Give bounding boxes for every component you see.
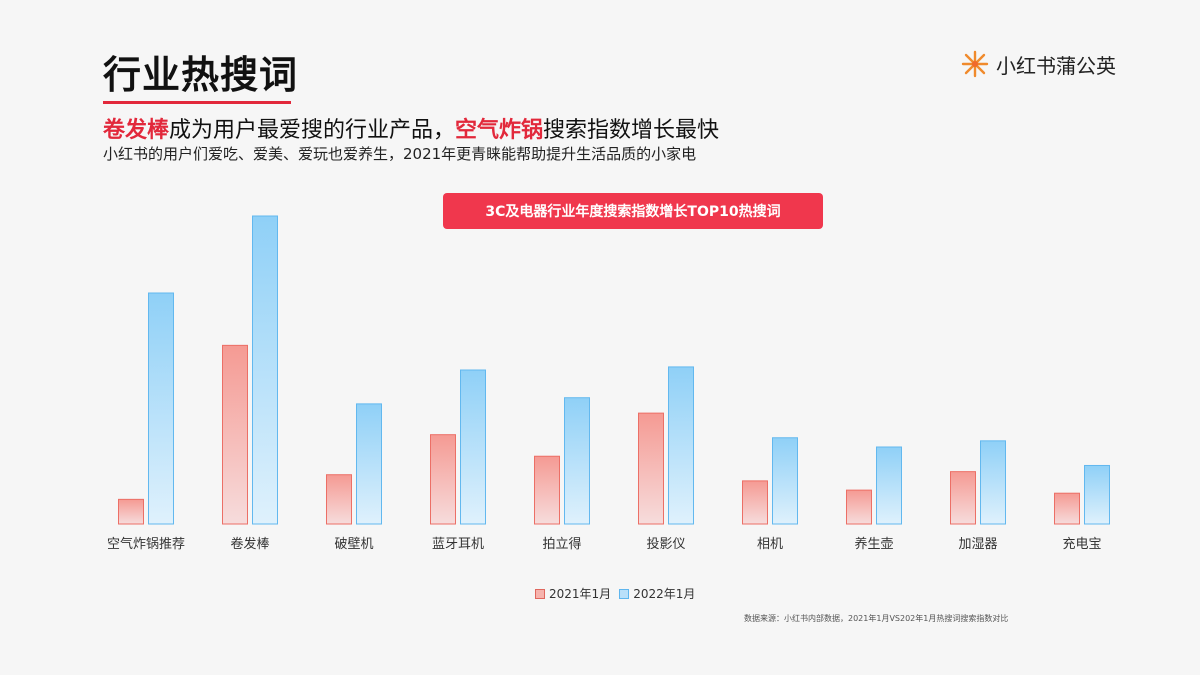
bar-2022-0	[148, 292, 174, 525]
bar-2021-8	[950, 471, 976, 525]
legend-item-2022: 2022年1月	[619, 585, 695, 602]
bar-2022-7	[876, 446, 902, 525]
brand-logo: 小红书蒲公英	[960, 48, 1116, 80]
headline-text-2: 搜索指数增长最快	[543, 118, 720, 143]
title-underline	[103, 101, 291, 104]
x-tick-label: 蓝牙耳机	[432, 537, 484, 552]
bar-2021-0	[118, 498, 144, 525]
bar-2022-8	[980, 440, 1006, 525]
bar-2022-3	[460, 369, 486, 525]
x-tick-label: 投影仪	[646, 536, 685, 552]
legend-swatch-2021	[535, 588, 545, 599]
bar-2021-9	[1054, 492, 1080, 525]
brand-name: 小红书蒲公英	[996, 53, 1116, 78]
subtitle: 小红书的用户们爱吃、爱美、爱玩也爱养生，2021年更青睐能帮助提升生活品质的小家…	[103, 145, 697, 163]
bar-2022-5	[668, 366, 694, 525]
x-tick-label: 加湿器	[958, 537, 997, 552]
legend-label-2021: 2021年1月	[549, 587, 612, 601]
headline-product: 卷发棒	[103, 118, 170, 143]
chart-title-badge: 3C及电器行业年度搜索指数增长TOP10热搜词	[443, 193, 823, 229]
headline-text-1: 成为用户最爱搜的行业产品，	[169, 118, 456, 143]
data-source-note: 数据来源：小红书内部数据，2021年1月VS202年1月热搜词搜索指数对比	[744, 614, 1009, 623]
x-tick-label: 破壁机	[334, 537, 373, 552]
bar-2022-2	[356, 403, 382, 525]
x-tick-label: 充电宝	[1062, 536, 1101, 552]
bar-2021-7	[846, 489, 872, 525]
bar-2021-4	[534, 455, 560, 525]
bar-2021-5	[638, 412, 664, 525]
x-tick-label: 养生壶	[854, 536, 893, 552]
bar-2021-1	[222, 344, 248, 525]
bar-2021-2	[326, 474, 352, 525]
x-tick-label: 相机	[757, 537, 783, 552]
bar-2022-1	[252, 215, 278, 525]
page-title: 行业热搜词	[103, 53, 299, 97]
bar-2022-4	[564, 397, 590, 525]
chart-legend: 2021年1月 2022年1月	[535, 585, 703, 602]
x-tick-label: 拍立得	[542, 536, 581, 552]
bar-2021-6	[742, 480, 768, 525]
x-tick-label: 卷发棒	[230, 536, 269, 552]
legend-swatch-2022	[619, 588, 630, 599]
x-tick-label: 空气炸锅推荐	[107, 536, 185, 552]
legend-item-2021: 2021年1月	[535, 585, 611, 602]
legend-label-2022: 2022年1月	[633, 587, 696, 601]
headline-fastest: 空气炸锅	[455, 118, 544, 143]
bar-2022-9	[1084, 464, 1110, 525]
bar-2021-3	[430, 434, 456, 525]
headline: 卷发棒成为用户最爱搜的行业产品，空气炸锅搜索指数增长最快	[103, 112, 719, 144]
dandelion-icon	[961, 50, 989, 78]
bar-2022-6	[772, 437, 798, 525]
